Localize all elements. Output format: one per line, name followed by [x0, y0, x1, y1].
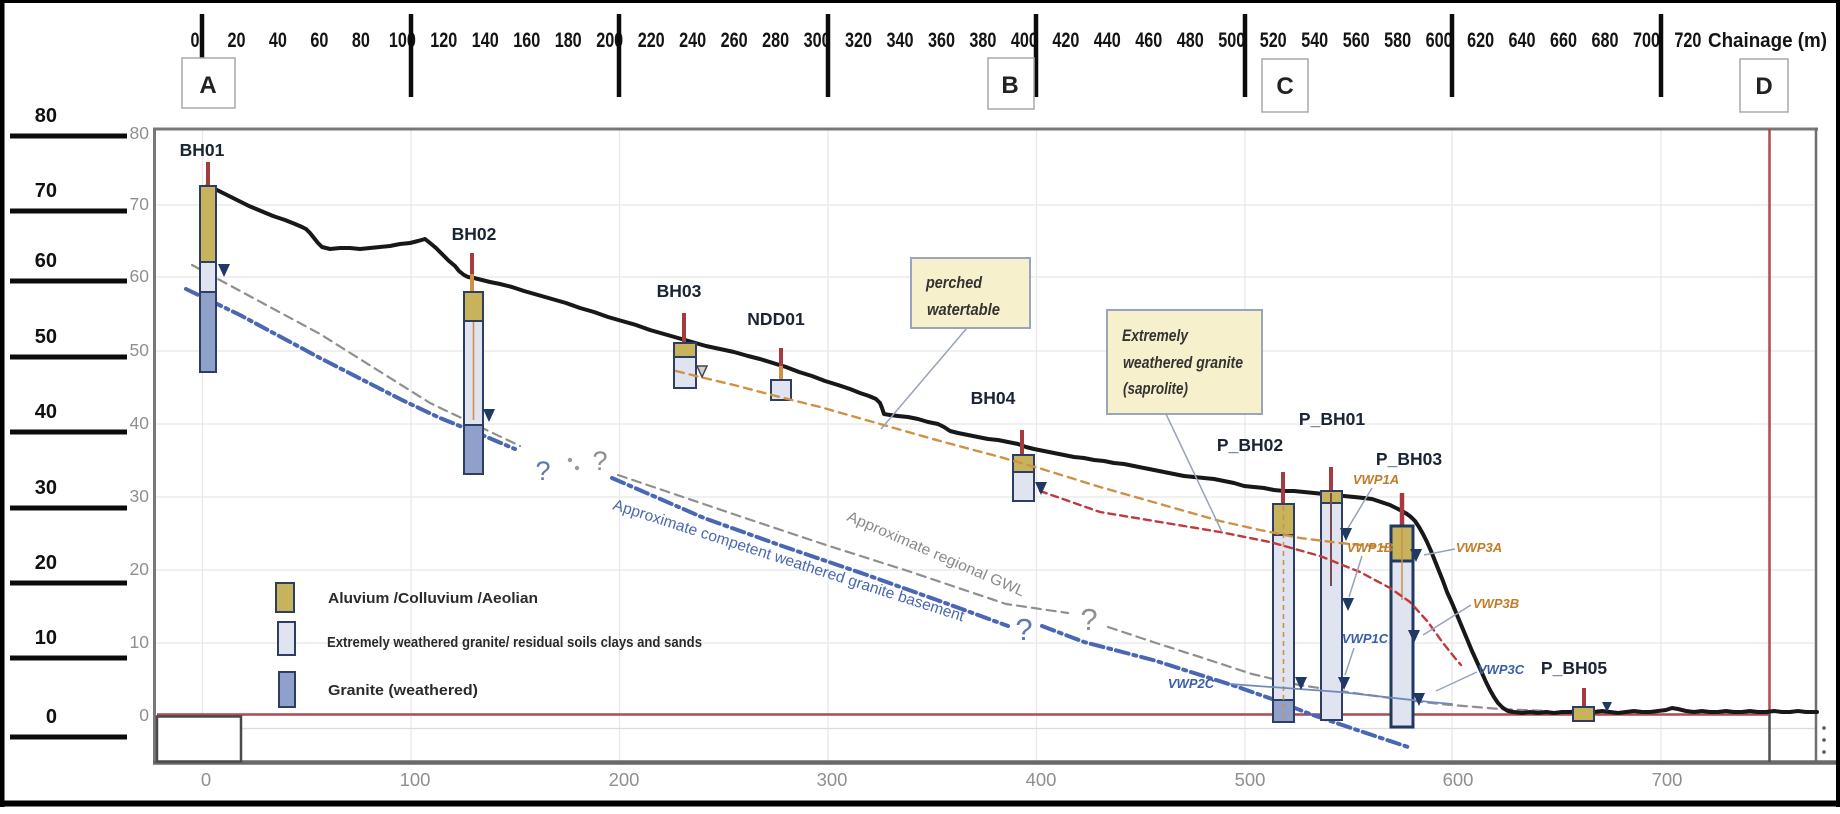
svg-text:200: 200	[596, 29, 623, 52]
svg-text:BH04: BH04	[971, 388, 1016, 408]
svg-text:720: 720	[1674, 29, 1701, 52]
svg-text:?: ?	[1015, 612, 1032, 647]
svg-text:700: 700	[1633, 29, 1660, 52]
svg-text:320: 320	[845, 29, 872, 52]
svg-text:Extremely weathered granite/ r: Extremely weathered granite/ residual so…	[327, 634, 702, 651]
svg-text:50: 50	[35, 326, 57, 348]
svg-text:100: 100	[400, 769, 431, 790]
svg-text:240: 240	[679, 29, 706, 52]
svg-text:300: 300	[817, 769, 848, 790]
svg-text:300: 300	[804, 29, 831, 52]
svg-text:520: 520	[1260, 29, 1287, 52]
svg-text:420: 420	[1052, 29, 1079, 52]
svg-text:BH01: BH01	[180, 140, 225, 160]
svg-text:P_BH01: P_BH01	[1299, 409, 1365, 429]
svg-text:VWP3A: VWP3A	[1456, 540, 1502, 555]
svg-text:30: 30	[130, 486, 150, 506]
svg-text:0: 0	[139, 705, 149, 725]
svg-text:460: 460	[1135, 29, 1162, 52]
svg-text:580: 580	[1384, 29, 1411, 52]
svg-text:20: 20	[35, 552, 57, 574]
svg-text:D: D	[1755, 73, 1772, 100]
svg-text:500: 500	[1218, 29, 1245, 52]
svg-text:500: 500	[1235, 769, 1266, 790]
svg-text:VWP1A: VWP1A	[1353, 472, 1399, 487]
svg-text:watertable: watertable	[927, 300, 1000, 319]
svg-text:?: ?	[1080, 602, 1097, 637]
svg-text:540: 540	[1301, 29, 1328, 52]
svg-text:NDD01: NDD01	[747, 309, 805, 329]
svg-text:P_BH05: P_BH05	[1541, 658, 1607, 678]
svg-text:40: 40	[269, 29, 287, 52]
svg-text:260: 260	[721, 29, 748, 52]
svg-text:0: 0	[191, 29, 200, 52]
svg-text:VWP3C: VWP3C	[1478, 662, 1525, 677]
svg-text:600: 600	[1426, 29, 1453, 52]
svg-text:660: 660	[1550, 29, 1577, 52]
svg-text:280: 280	[762, 29, 789, 52]
svg-text:400: 400	[1026, 769, 1057, 790]
svg-text:A: A	[199, 72, 216, 99]
svg-text:200: 200	[609, 769, 640, 790]
svg-text:BH02: BH02	[452, 224, 497, 244]
svg-text:70: 70	[130, 194, 150, 214]
svg-text:P_BH02: P_BH02	[1217, 435, 1283, 455]
svg-text:680: 680	[1592, 29, 1619, 52]
svg-text:10: 10	[35, 627, 57, 649]
svg-text:60: 60	[130, 266, 150, 286]
svg-text:20: 20	[130, 559, 150, 579]
svg-text:P_BH03: P_BH03	[1376, 449, 1442, 469]
svg-text:weathered granite: weathered granite	[1123, 353, 1243, 372]
svg-text:Aluvium /Colluvium /Aeolian: Aluvium /Colluvium /Aeolian	[328, 590, 538, 607]
svg-text:60: 60	[35, 250, 57, 272]
svg-text:80: 80	[35, 105, 57, 127]
svg-text:VWP1B: VWP1B	[1347, 540, 1393, 555]
svg-text:620: 620	[1467, 29, 1494, 52]
svg-text:360: 360	[928, 29, 955, 52]
svg-text:80: 80	[352, 29, 370, 52]
svg-text:VWP2C: VWP2C	[1168, 676, 1215, 691]
svg-text:0: 0	[46, 706, 57, 728]
svg-text:20: 20	[228, 29, 246, 52]
svg-text:160: 160	[513, 29, 540, 52]
svg-text:440: 440	[1094, 29, 1121, 52]
svg-text:perched: perched	[925, 273, 982, 292]
svg-text:70: 70	[35, 180, 57, 202]
svg-text:30: 30	[35, 477, 57, 499]
svg-text:?: ?	[592, 446, 607, 476]
svg-text:400: 400	[1011, 29, 1038, 52]
svg-text:40: 40	[130, 413, 150, 433]
svg-text:640: 640	[1509, 29, 1536, 52]
svg-text:600: 600	[1443, 769, 1474, 790]
svg-text:Granite (weathered): Granite (weathered)	[328, 682, 478, 699]
svg-text:40: 40	[35, 401, 57, 423]
svg-text:VWP3B: VWP3B	[1473, 596, 1519, 611]
svg-text:220: 220	[638, 29, 665, 52]
svg-text:480: 480	[1177, 29, 1204, 52]
svg-text:C: C	[1276, 73, 1293, 100]
svg-text:340: 340	[887, 29, 914, 52]
svg-text:50: 50	[130, 340, 150, 360]
svg-text:560: 560	[1343, 29, 1370, 52]
svg-text:10: 10	[130, 632, 150, 652]
svg-text:BH03: BH03	[657, 281, 702, 301]
svg-text:140: 140	[472, 29, 499, 52]
svg-text:120: 120	[430, 29, 457, 52]
svg-text:Extremely: Extremely	[1122, 326, 1189, 345]
svg-text:700: 700	[1652, 769, 1683, 790]
svg-text:180: 180	[555, 29, 582, 52]
svg-text:380: 380	[969, 29, 996, 52]
svg-text:60: 60	[310, 29, 328, 52]
svg-text:B: B	[1001, 72, 1018, 99]
svg-text:0: 0	[201, 769, 211, 790]
svg-text:80: 80	[130, 123, 150, 143]
svg-text:Chainage (m): Chainage (m)	[1708, 30, 1827, 52]
svg-text:?: ?	[535, 456, 550, 486]
svg-text:VWP1C: VWP1C	[1342, 631, 1389, 646]
svg-text:(saprolite): (saprolite)	[1123, 379, 1188, 398]
